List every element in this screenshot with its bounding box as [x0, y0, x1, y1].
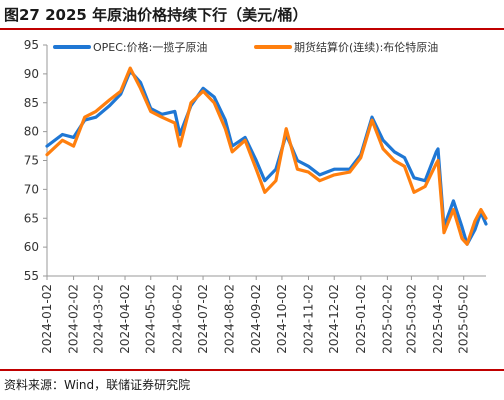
x-tick-label: 2024-02-02 [67, 284, 81, 354]
x-tick-label: 2025-01-02 [354, 284, 368, 354]
y-tick-label: 85 [24, 96, 39, 110]
y-tick-label: 80 [24, 125, 39, 139]
title-rule [0, 28, 504, 30]
y-tick-label: 70 [24, 182, 39, 196]
x-tick-label: 2024-01-02 [40, 284, 54, 354]
x-tick-label: 2024-09-02 [249, 284, 263, 354]
x-tick-label: 2024-11-02 [302, 284, 316, 354]
source-note: 资料来源：Wind，联储证券研究院 [4, 378, 191, 392]
figure-title: 图27 2025 年原油价格持续下行（美元/桶） [4, 6, 308, 24]
x-tick-label: 2024-06-02 [170, 284, 184, 354]
series-line-brent-futures [45, 66, 488, 246]
x-tick-label: 2025-03-02 [404, 284, 418, 354]
x-tick-label: 2025-02-02 [380, 284, 394, 354]
y-tick-label: 95 [24, 38, 39, 52]
y-tick-label: 75 [24, 154, 39, 168]
x-tick-label: 2025-04-02 [431, 284, 445, 354]
x-tick-label: 2024-08-02 [223, 284, 237, 354]
x-tick-label: 2024-10-02 [275, 284, 289, 354]
x-tick-label: 2024-03-02 [91, 284, 105, 354]
y-tick-label: 90 [24, 67, 39, 81]
legend-brent-label: 期货结算价(连续):布伦特原油 [294, 40, 438, 54]
x-tick-label: 2024-05-02 [144, 284, 158, 354]
x-tick-label: 2025-05-02 [457, 284, 471, 354]
y-tick-label: 65 [24, 211, 39, 225]
x-tick-label: 2024-07-02 [196, 284, 210, 354]
y-tick-label: 60 [24, 240, 39, 254]
x-tick-label: 2024-12-02 [327, 284, 341, 354]
y-tick-label: 55 [24, 269, 39, 283]
oil-price-chart: 55 60 65 70 75 80 85 90 95 2024-01-02 2024-02-02 20… [24, 38, 488, 354]
legend-opec-label: OPEC:价格:一揽子原油 [93, 40, 207, 54]
x-tick-label: 2024-04-02 [118, 284, 132, 354]
footer-rule [0, 369, 504, 371]
